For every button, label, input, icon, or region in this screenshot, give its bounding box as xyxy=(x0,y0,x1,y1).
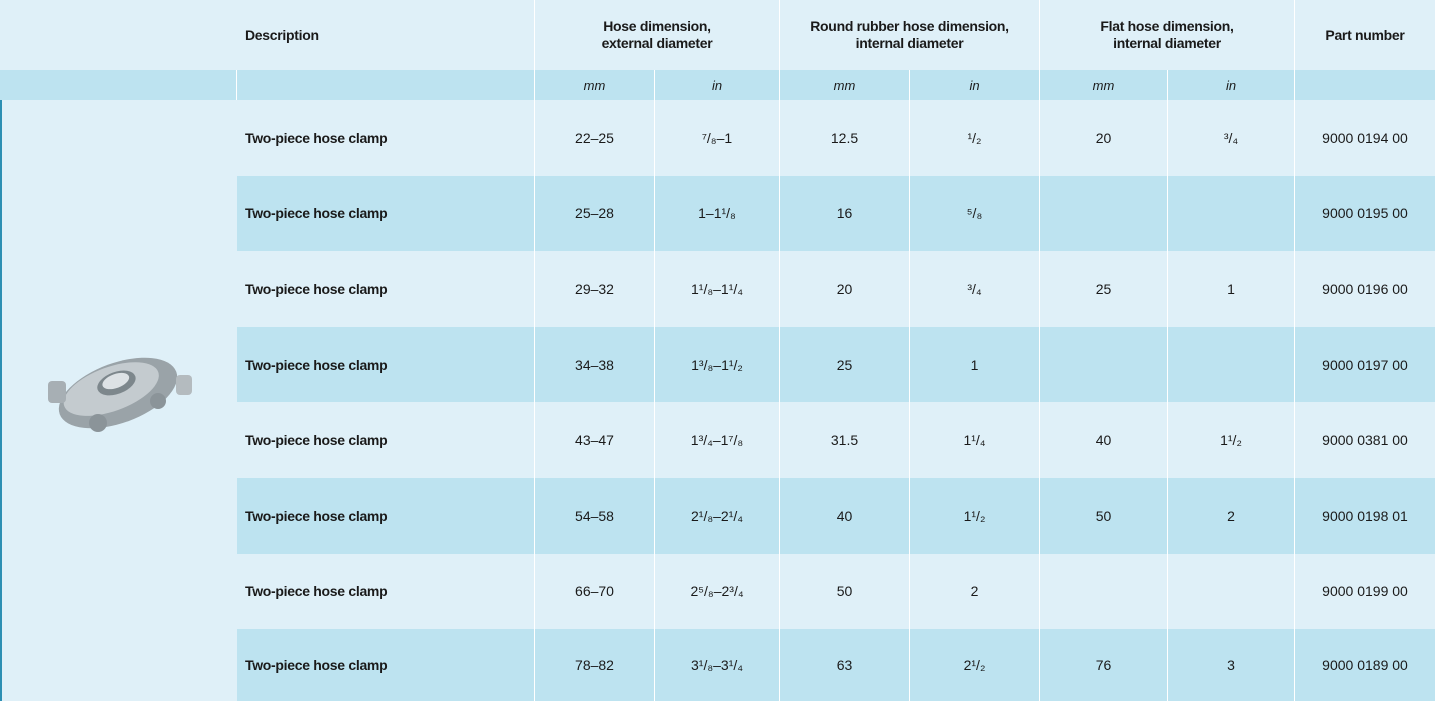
product-image xyxy=(48,357,192,432)
value-cell: 76 xyxy=(1040,629,1168,701)
value-cell xyxy=(1168,553,1295,630)
value-cell: 3 xyxy=(1168,629,1295,701)
value-cell: ¹/₂ xyxy=(910,100,1040,176)
value-cell: 3¹/₈–3¹/₄ xyxy=(655,629,780,701)
description-cell: Two-piece hose clamp xyxy=(237,402,535,478)
value-cell xyxy=(1040,175,1168,252)
unit-label: mm xyxy=(535,70,655,100)
value-cell: 1¹/₂ xyxy=(1168,402,1295,478)
value-cell: 25 xyxy=(1040,251,1168,327)
value-cell: 20 xyxy=(780,251,910,327)
unit-label: in xyxy=(1168,70,1295,100)
group-header: Hose dimension, external diameter xyxy=(535,0,780,70)
header-line: Round rubber hose dimension, xyxy=(810,18,1009,34)
group-header: Round rubber hose dimension, internal dia… xyxy=(780,0,1040,70)
description-cell: Two-piece hose clamp xyxy=(237,478,535,554)
value-cell: 50 xyxy=(780,553,910,630)
value-cell: 9000 0199 00 xyxy=(1295,553,1436,630)
unit-label: mm xyxy=(1040,70,1168,100)
unit-label: in xyxy=(910,70,1040,100)
value-cell xyxy=(1040,553,1168,630)
value-cell: 1¹/₈–1¹/₄ xyxy=(655,251,780,327)
value-cell: 54–58 xyxy=(535,478,655,554)
value-cell: 31.5 xyxy=(780,402,910,478)
value-cell: 12.5 xyxy=(780,100,910,176)
header-line: external diameter xyxy=(601,35,713,51)
header-line: Flat hose dimension, xyxy=(1100,18,1234,34)
value-cell: 9000 0196 00 xyxy=(1295,251,1436,327)
value-cell: 9000 0189 00 xyxy=(1295,629,1436,701)
header-line: internal diameter xyxy=(855,35,964,51)
value-cell: 78–82 xyxy=(535,629,655,701)
value-cell: 2¹/₂ xyxy=(910,629,1040,701)
value-cell: 16 xyxy=(780,175,910,252)
value-cell xyxy=(1168,326,1295,403)
header-line: Hose dimension, xyxy=(603,18,711,34)
value-cell: 9000 0198 01 xyxy=(1295,478,1436,554)
value-cell: 29–32 xyxy=(535,251,655,327)
value-cell xyxy=(1168,175,1295,252)
value-cell: 2 xyxy=(910,553,1040,630)
value-cell: 50 xyxy=(1040,478,1168,554)
value-cell: ³/₄ xyxy=(1168,100,1295,176)
value-cell: ⁵/₈ xyxy=(910,175,1040,252)
value-cell: 43–47 xyxy=(535,402,655,478)
value-cell: 40 xyxy=(780,478,910,554)
units-spacer xyxy=(1295,70,1436,100)
group-header: Flat hose dimension, internal diameter xyxy=(1040,0,1295,70)
description-cell: Two-piece hose clamp xyxy=(237,175,535,252)
value-cell: 22–25 xyxy=(535,100,655,176)
value-cell: 1 xyxy=(910,326,1040,403)
value-cell: 9000 0195 00 xyxy=(1295,175,1436,252)
units-spacer xyxy=(0,70,237,100)
value-cell: 66–70 xyxy=(535,553,655,630)
column-header: Description xyxy=(237,0,535,70)
value-cell: 9000 0197 00 xyxy=(1295,326,1436,403)
unit-label: in xyxy=(655,70,780,100)
value-cell: 1¹/₄ xyxy=(910,402,1040,478)
description-cell: Two-piece hose clamp xyxy=(237,100,535,176)
value-cell xyxy=(1040,326,1168,403)
description-cell: Two-piece hose clamp xyxy=(237,326,535,403)
value-cell: 25 xyxy=(780,326,910,403)
units-spacer xyxy=(237,70,535,100)
description-cell: Two-piece hose clamp xyxy=(237,251,535,327)
header-line: internal diameter xyxy=(1113,35,1221,51)
value-cell: 9000 0194 00 xyxy=(1295,100,1436,176)
left-border xyxy=(0,100,2,701)
unit-label: mm xyxy=(780,70,910,100)
value-cell: 2¹/₈–2¹/₄ xyxy=(655,478,780,554)
description-cell: Two-piece hose clamp xyxy=(237,629,535,701)
value-cell: 2⁵/₈–2³/₄ xyxy=(655,553,780,630)
value-cell: 40 xyxy=(1040,402,1168,478)
value-cell: 1 xyxy=(1168,251,1295,327)
value-cell: 2 xyxy=(1168,478,1295,554)
value-cell: ³/₄ xyxy=(910,251,1040,327)
value-cell: 1³/₈–1¹/₂ xyxy=(655,326,780,403)
value-cell: 1³/₄–1⁷/₈ xyxy=(655,402,780,478)
value-cell: 25–28 xyxy=(535,175,655,252)
value-cell: 34–38 xyxy=(535,326,655,403)
column-header: Part number xyxy=(1295,0,1436,70)
value-cell: 63 xyxy=(780,629,910,701)
value-cell: 9000 0381 00 xyxy=(1295,402,1436,478)
value-cell: ⁷/₈–1 xyxy=(655,100,780,176)
description-cell: Two-piece hose clamp xyxy=(237,553,535,630)
value-cell: 1¹/₂ xyxy=(910,478,1040,554)
value-cell: 20 xyxy=(1040,100,1168,176)
value-cell: 1–1¹/₈ xyxy=(655,175,780,252)
